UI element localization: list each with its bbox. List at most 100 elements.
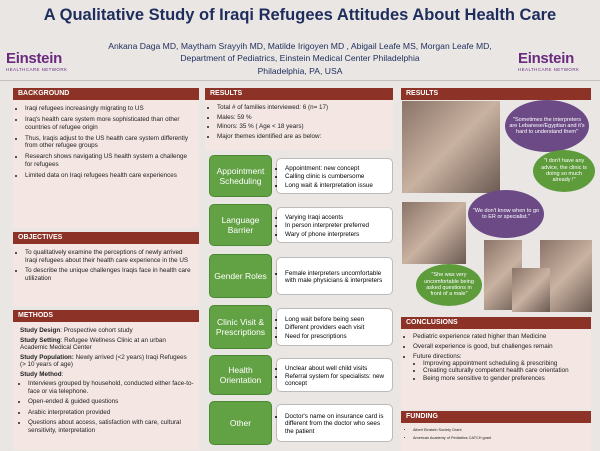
theme-name: Other [209, 401, 272, 445]
section-body: Pediatric experience rated higher than M… [401, 329, 591, 409]
bullet-item: Calling clinic is cumbersome [285, 173, 373, 180]
quote-bubble: "We don't know when to go to ER or speci… [468, 190, 544, 238]
bullet-item: Research shows navigating US health syst… [25, 153, 194, 169]
title: A Qualitative Study of Iraqi Refugees At… [43, 6, 557, 24]
section-body: To qualitatively examine the perceptions… [13, 244, 199, 306]
field-label: Study Setting [20, 336, 61, 344]
bullet-item: Wary of phone interpreters [285, 231, 369, 238]
photo [512, 268, 550, 312]
bullet-list: Long wait before being seenDifferent pro… [277, 316, 364, 341]
field-label: Study Population: [20, 353, 74, 361]
theme-name: Clinic Visit & Prescriptions [209, 305, 272, 349]
bullet-list: Female interpreters uncomfortable with m… [277, 270, 389, 285]
section-heading: METHODS [13, 310, 199, 322]
quote-bubble: "Sometimes the interpreters are Lebanese… [505, 100, 589, 152]
divider [0, 80, 600, 81]
bullet-list: Unclear about well child visitsReferral … [277, 365, 389, 389]
section-heading: BACKGROUND [13, 88, 199, 100]
bullet-item: Arabic interpretation provided [28, 409, 194, 417]
bullet-list: Total # of families interviewed: 6 (n= 1… [207, 104, 388, 141]
bullet-list: Improving appointment scheduling & presc… [403, 360, 586, 383]
bullet-item: Questions about access, satisfaction wit… [28, 419, 194, 434]
theme-name: Appointment Scheduling [209, 155, 272, 197]
bullet-item: Iraqi refugees increasingly migrating to… [25, 105, 194, 113]
bullet-item: To qualitatively examine the perceptions… [25, 249, 194, 264]
method-field: Study Method: [20, 371, 194, 379]
bullet-item: Long wait & interpretation issue [285, 182, 373, 189]
theme-name: Gender Roles [209, 254, 272, 298]
method-field: Study Design: Prospective cohort study [20, 327, 194, 335]
bullet-item: Long wait before being seen [285, 316, 364, 323]
theme-points: Female interpreters uncomfortable with m… [276, 257, 393, 295]
method-field: Study Population: Newly arrived (<2 year… [20, 354, 194, 369]
bullet-list: Pediatric experience rated higher than M… [403, 333, 586, 361]
bullet-list: Interviews grouped by household, conduct… [20, 380, 194, 434]
section-heading: RESULTS [401, 88, 591, 100]
bullet-item: Major themes identified are as below: [217, 133, 388, 141]
field-text: Newly arrived (<2 years) Iraqi Refugees … [20, 353, 187, 369]
logo-name: Einstein [518, 50, 574, 67]
bullet-list: Appointment: new conceptCalling clinic i… [277, 165, 373, 190]
section-body: Iraqi refugees increasingly migrating to… [13, 100, 199, 228]
theme-name: Language Barrier [209, 204, 272, 246]
bullet-item: Unclear about well child visits [285, 365, 389, 372]
bullet-item: Minors: 35 % ( Age < 18 years) [217, 124, 388, 131]
bullet-item: Improving appointment scheduling & presc… [423, 360, 586, 368]
theme-points: Varying Iraqi accentsIn person interpret… [276, 207, 393, 243]
section-body: Study Design: Prospective cohort study St… [13, 322, 199, 450]
bullet-item: Being more sensitive to gender preferenc… [423, 375, 586, 383]
photo [402, 101, 500, 193]
quote-bubble: "I don't have any advice, the clinic is … [533, 150, 595, 192]
bullet-item: To describe the unique challenges Iraqis… [25, 267, 194, 282]
theme-points: Appointment: new conceptCalling clinic i… [276, 158, 393, 194]
bullet-item: Pediatric experience rated higher than M… [413, 333, 586, 341]
logo-right: Einstein HEALTHCARE NETWORK [518, 50, 579, 72]
authors: Ankana Daga MD, Maytham Srayyih MD, Mati… [108, 41, 492, 51]
quote-bubble: "She was very uncomfortable being asked … [416, 264, 482, 306]
field-text: : Refugee Wellness Clinic at an urban Ac… [20, 336, 166, 352]
logo-left: Einstein HEALTHCARE NETWORK [6, 50, 67, 72]
section-body: Albert Einstein Society Grant American Ac… [401, 423, 591, 451]
bullet-list: To qualitatively examine the perceptions… [15, 249, 194, 282]
logo-name: Einstein [6, 50, 62, 67]
bullet-item: Future directions: [413, 353, 586, 361]
bullet-item: In person interpreter preferred [285, 222, 369, 229]
photo [402, 202, 466, 264]
bullet-item: Varying Iraqi accents [285, 214, 369, 221]
bullet-item: Overall experience is good, but challeng… [413, 343, 586, 351]
logo-tagline: HEALTHCARE NETWORK [6, 67, 68, 72]
theme-name: Health Orientation [209, 355, 272, 395]
bullet-list: Varying Iraqi accentsIn person interpret… [277, 214, 369, 239]
bullet-item: Creating culturally competent health car… [423, 368, 586, 375]
bullet-item: Female interpreters uncomfortable with m… [285, 270, 389, 284]
author-block: Ankana Daga MD, Maytham Srayyih MD, Mati… [90, 40, 510, 77]
theme-points: Long wait before being seenDifferent pro… [276, 308, 393, 346]
bullet-item: Total # of families interviewed: 6 (n= 1… [217, 104, 388, 112]
bullet-list: Doctor's name on insurance card is diffe… [277, 413, 389, 436]
bullet-item: Open-ended & guided questions [28, 398, 194, 406]
method-field: Study Setting: Refugee Wellness Clinic a… [20, 337, 194, 352]
logo-tagline: HEALTHCARE NETWORK [518, 67, 580, 72]
bullet-item: Appointment: new concept [285, 165, 373, 172]
field-label: Study Method [20, 370, 62, 378]
bullet-item: Interviews grouped by household, conduct… [28, 380, 194, 395]
bullet-item: Thus, Iraqis adjust to the US health car… [25, 135, 194, 151]
bullet-item: American Academy of Pediatrics CATCH gra… [413, 436, 586, 441]
section-heading: CONCLUSIONS [401, 317, 591, 329]
bullet-list: Iraqi refugees increasingly migrating to… [15, 105, 194, 180]
section-heading: FUNDING [401, 411, 591, 423]
bullet-item: Limited data on Iraqi refugees health ca… [25, 172, 194, 180]
bullet-item: Need for prescriptions [285, 333, 364, 340]
bullet-item: Iraq's health care system more sophistic… [25, 116, 194, 132]
section-heading: OBJECTIVES [13, 232, 199, 244]
section-body: Total # of families interviewed: 6 (n= 1… [205, 100, 393, 150]
section-heading: RESULTS [205, 88, 393, 100]
bullet-item: Albert Einstein Society Grant [413, 428, 586, 433]
theme-points: Unclear about well child visitsReferral … [276, 358, 393, 392]
bullet-item: Males: 59 % [217, 114, 388, 122]
bullet-list: Albert Einstein Society Grant American Ac… [403, 428, 586, 440]
location: Philadelphia, PA, USA [257, 65, 343, 76]
bullet-item: Different providers each visit [285, 324, 364, 331]
department: Department of Pediatrics, Einstein Medic… [180, 53, 420, 64]
